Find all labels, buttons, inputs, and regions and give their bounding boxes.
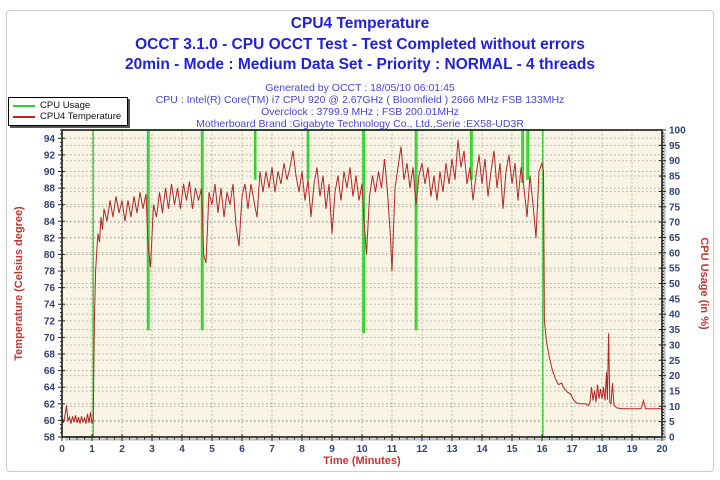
- right-tick-label: 65: [669, 233, 681, 244]
- right-tick-label: 0: [669, 433, 675, 444]
- legend-label: CPU Usage: [40, 100, 91, 111]
- left-tick-label: 72: [44, 316, 56, 327]
- right-tick-label: 40: [669, 310, 681, 321]
- left-tick-label: 88: [44, 184, 56, 195]
- series-cpu4-temperature: [61, 139, 662, 424]
- legend-item-cpu4-temperature: CPU4 Temperature: [13, 111, 121, 122]
- left-tick-label: 90: [44, 167, 56, 178]
- right-tick-label: 30: [669, 340, 681, 351]
- right-tick-label: 35: [669, 325, 681, 336]
- right-tick-label: 60: [669, 248, 681, 259]
- cpu4-temperature-line-swatch: [13, 115, 35, 118]
- right-tick-label: 20: [669, 371, 681, 382]
- right-tick-label: 100: [669, 126, 686, 137]
- right-tick-label: 55: [669, 264, 681, 275]
- left-tick-label: 84: [44, 217, 56, 228]
- right-tick-label: 25: [669, 356, 681, 367]
- left-tick-label: 76: [44, 283, 56, 294]
- page-title: CPU4 Temperature: [290, 15, 430, 32]
- left-tick-label: 60: [44, 416, 56, 427]
- x-axis-title: Time (Minutes): [323, 455, 401, 467]
- x-tick-label: 1: [89, 444, 95, 455]
- x-tick-label: 16: [536, 444, 548, 455]
- left-axis-title: Temperature (Celsius degree): [13, 206, 25, 361]
- x-tick-label: 0: [59, 444, 65, 455]
- cpu-usage-line-swatch: [13, 104, 35, 107]
- left-tick-label: 62: [44, 399, 56, 410]
- x-tick-label: 2: [119, 444, 125, 455]
- x-tick-label: 10: [356, 444, 368, 455]
- legend-item-cpu-usage: CPU Usage: [13, 100, 121, 111]
- left-tick-label: 78: [44, 267, 56, 278]
- x-tick-label: 5: [209, 444, 215, 455]
- test-settings-subtitle: 20min - Mode : Medium Data Set - Priorit…: [125, 56, 595, 73]
- x-tick-label: 19: [626, 444, 638, 455]
- tick-labels: 0 1 2 3 4 5 6 7 8 9 10 11 12 13 14 15 16 17 18 19 2058606264…: [44, 126, 686, 456]
- x-tick-label: 3: [149, 444, 155, 455]
- x-tick-label: 11: [387, 444, 398, 455]
- right-tick-label: 45: [669, 294, 681, 305]
- left-tick-label: 92: [44, 150, 56, 161]
- x-tick-label: 7: [269, 444, 275, 455]
- x-tick-label: 8: [299, 444, 305, 455]
- chart-legend: CPU Usage CPU4 Temperature: [8, 97, 129, 126]
- right-tick-label: 50: [669, 279, 681, 290]
- left-tick-label: 70: [44, 333, 56, 344]
- right-tick-label: 10: [669, 402, 681, 413]
- x-tick-label: 4: [179, 444, 185, 455]
- right-tick-label: 75: [669, 202, 681, 213]
- x-tick-label: 18: [596, 444, 608, 455]
- x-tick-label: 13: [446, 444, 458, 455]
- right-tick-label: 5: [669, 417, 675, 428]
- right-axis-title: CPU Usage (in %): [698, 237, 710, 330]
- x-tick-label: 15: [506, 444, 518, 455]
- test-result-subtitle: OCCT 3.1.0 - CPU OCCT Test - Test Comple…: [135, 36, 585, 53]
- left-tick-label: 86: [44, 200, 56, 211]
- right-tick-label: 95: [669, 141, 681, 152]
- x-tick-label: 12: [416, 444, 428, 455]
- right-tick-label: 15: [669, 386, 681, 397]
- left-tick-label: 68: [44, 350, 56, 361]
- cpu-info-line: CPU : Intel(R) Core(TM) i7 CPU 920 @ 2.6…: [155, 94, 565, 106]
- left-tick-label: 94: [44, 134, 56, 145]
- right-tick-label: 70: [669, 218, 681, 229]
- motherboard-info-line: Motherboard Brand :Gigabyte Technology C…: [196, 118, 524, 130]
- x-tick-label: 20: [656, 444, 668, 455]
- x-tick-label: 14: [476, 444, 488, 455]
- right-tick-label: 85: [669, 172, 681, 183]
- right-tick-label: 80: [669, 187, 681, 198]
- x-tick-label: 6: [239, 444, 245, 455]
- generated-info-line: Generated by OCCT : 18/05/10 06:01:45: [265, 82, 455, 94]
- overclock-info-line: Overclock : 3799.9 MHz ; FSB 200.01MHz: [261, 106, 459, 118]
- axis-ticks: [58, 129, 666, 441]
- left-tick-label: 64: [44, 383, 56, 394]
- x-tick-label: 17: [566, 444, 578, 455]
- legend-label: CPU4 Temperature: [40, 111, 122, 122]
- left-tick-label: 80: [44, 250, 56, 261]
- right-tick-label: 90: [669, 156, 681, 167]
- x-tick-label: 9: [329, 444, 335, 455]
- left-tick-label: 74: [44, 300, 56, 311]
- left-tick-label: 58: [44, 433, 56, 444]
- gridlines: [62, 130, 662, 437]
- left-tick-label: 66: [44, 366, 56, 377]
- left-tick-label: 82: [44, 233, 56, 244]
